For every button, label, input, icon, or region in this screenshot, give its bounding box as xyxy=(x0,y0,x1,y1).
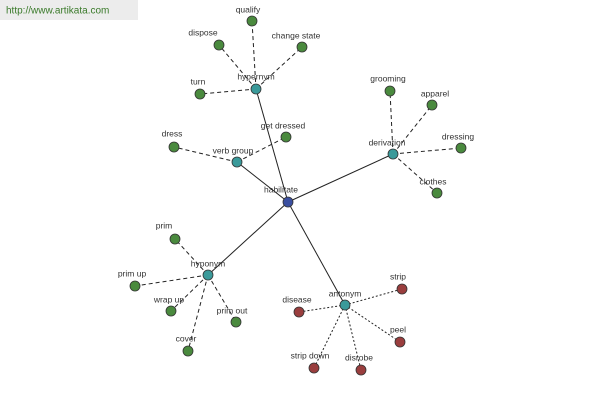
leaf-node[interactable] xyxy=(296,41,308,53)
relation-node[interactable] xyxy=(231,156,243,168)
leaf-node[interactable] xyxy=(194,88,206,100)
leaf-edge xyxy=(173,146,238,163)
leaf-edge xyxy=(344,304,401,343)
leaf-edge xyxy=(199,88,257,95)
leaf-node[interactable] xyxy=(182,345,194,357)
leaf-label: prim up xyxy=(118,268,147,278)
leaf-edge xyxy=(207,274,237,323)
leaf-label: wrap up xyxy=(153,294,185,304)
leaf-node[interactable] xyxy=(394,336,406,348)
leaf-edge xyxy=(392,104,433,155)
relation-node[interactable] xyxy=(250,83,262,95)
leaf-label: apparel xyxy=(421,88,449,98)
relation-edge xyxy=(255,88,289,203)
relation-node[interactable] xyxy=(339,299,351,311)
relation-label: derivation xyxy=(369,137,406,147)
leaf-node[interactable] xyxy=(230,316,242,328)
leaf-edge xyxy=(392,153,438,194)
leaf-edge xyxy=(298,304,346,313)
leaf-label: clothes xyxy=(420,176,447,186)
leaf-label: turn xyxy=(191,76,206,86)
relation-node[interactable] xyxy=(387,148,399,160)
leaf-label: grooming xyxy=(370,73,406,83)
leaf-edge xyxy=(134,274,209,287)
leaf-label: qualify xyxy=(236,4,261,14)
site-url[interactable]: http://www.artikata.com xyxy=(6,6,109,17)
leaf-label: strip down xyxy=(291,350,330,360)
leaf-edge xyxy=(170,274,209,312)
leaf-label: disease xyxy=(282,294,312,304)
center-node[interactable] xyxy=(282,196,294,208)
leaf-node[interactable] xyxy=(426,99,438,111)
leaf-label: cover xyxy=(176,333,197,343)
leaf-edge xyxy=(255,46,303,90)
url-box xyxy=(0,0,138,20)
leaf-node[interactable] xyxy=(308,362,320,374)
leaf-label: prim out xyxy=(217,305,248,315)
leaf-label: prim xyxy=(156,220,173,230)
leaf-label: get dressed xyxy=(261,120,306,130)
leaf-label: disrobe xyxy=(345,352,373,362)
leaf-label: dress xyxy=(162,128,183,138)
leaf-node[interactable] xyxy=(280,131,292,143)
leaf-label: change state xyxy=(272,30,321,40)
leaf-edge xyxy=(251,20,257,90)
leaf-node[interactable] xyxy=(165,305,177,317)
relation-edge xyxy=(287,201,346,306)
leaf-node[interactable] xyxy=(168,141,180,153)
leaf-edge xyxy=(187,274,209,352)
leaf-edge xyxy=(218,44,257,90)
relation-label: hyponym xyxy=(191,258,226,268)
leaf-node[interactable] xyxy=(213,39,225,51)
leaf-node[interactable] xyxy=(384,85,396,97)
leaf-edge xyxy=(392,147,462,155)
leaf-edge xyxy=(174,238,209,276)
relation-edge xyxy=(287,153,394,203)
relation-label: verb group xyxy=(213,145,254,155)
nodes: qualify dispose change state turn dress get d… xyxy=(118,4,474,376)
leaf-node[interactable] xyxy=(293,306,305,318)
edges xyxy=(134,20,462,371)
leaf-label: dispose xyxy=(188,27,218,37)
leaf-edge xyxy=(344,304,362,371)
center-label: habilitate xyxy=(264,184,298,194)
relation-label: antonym xyxy=(329,288,362,298)
leaf-label: strip xyxy=(390,271,406,281)
leaf-node[interactable] xyxy=(455,142,467,154)
leaf-node[interactable] xyxy=(355,364,367,376)
leaf-label: dressing xyxy=(442,131,474,141)
leaf-node[interactable] xyxy=(431,187,443,199)
leaf-edge xyxy=(236,136,287,163)
relation-node[interactable] xyxy=(202,269,214,281)
leaf-edge xyxy=(344,288,403,306)
leaf-node[interactable] xyxy=(169,233,181,245)
leaf-node[interactable] xyxy=(246,15,258,27)
leaf-node[interactable] xyxy=(129,280,141,292)
leaf-label: peel xyxy=(390,324,406,334)
relation-edge xyxy=(207,201,289,276)
relation-label: hypernym xyxy=(237,71,274,81)
relation-edge xyxy=(236,161,289,203)
leaf-edge xyxy=(389,90,394,155)
leaf-node[interactable] xyxy=(396,283,408,295)
